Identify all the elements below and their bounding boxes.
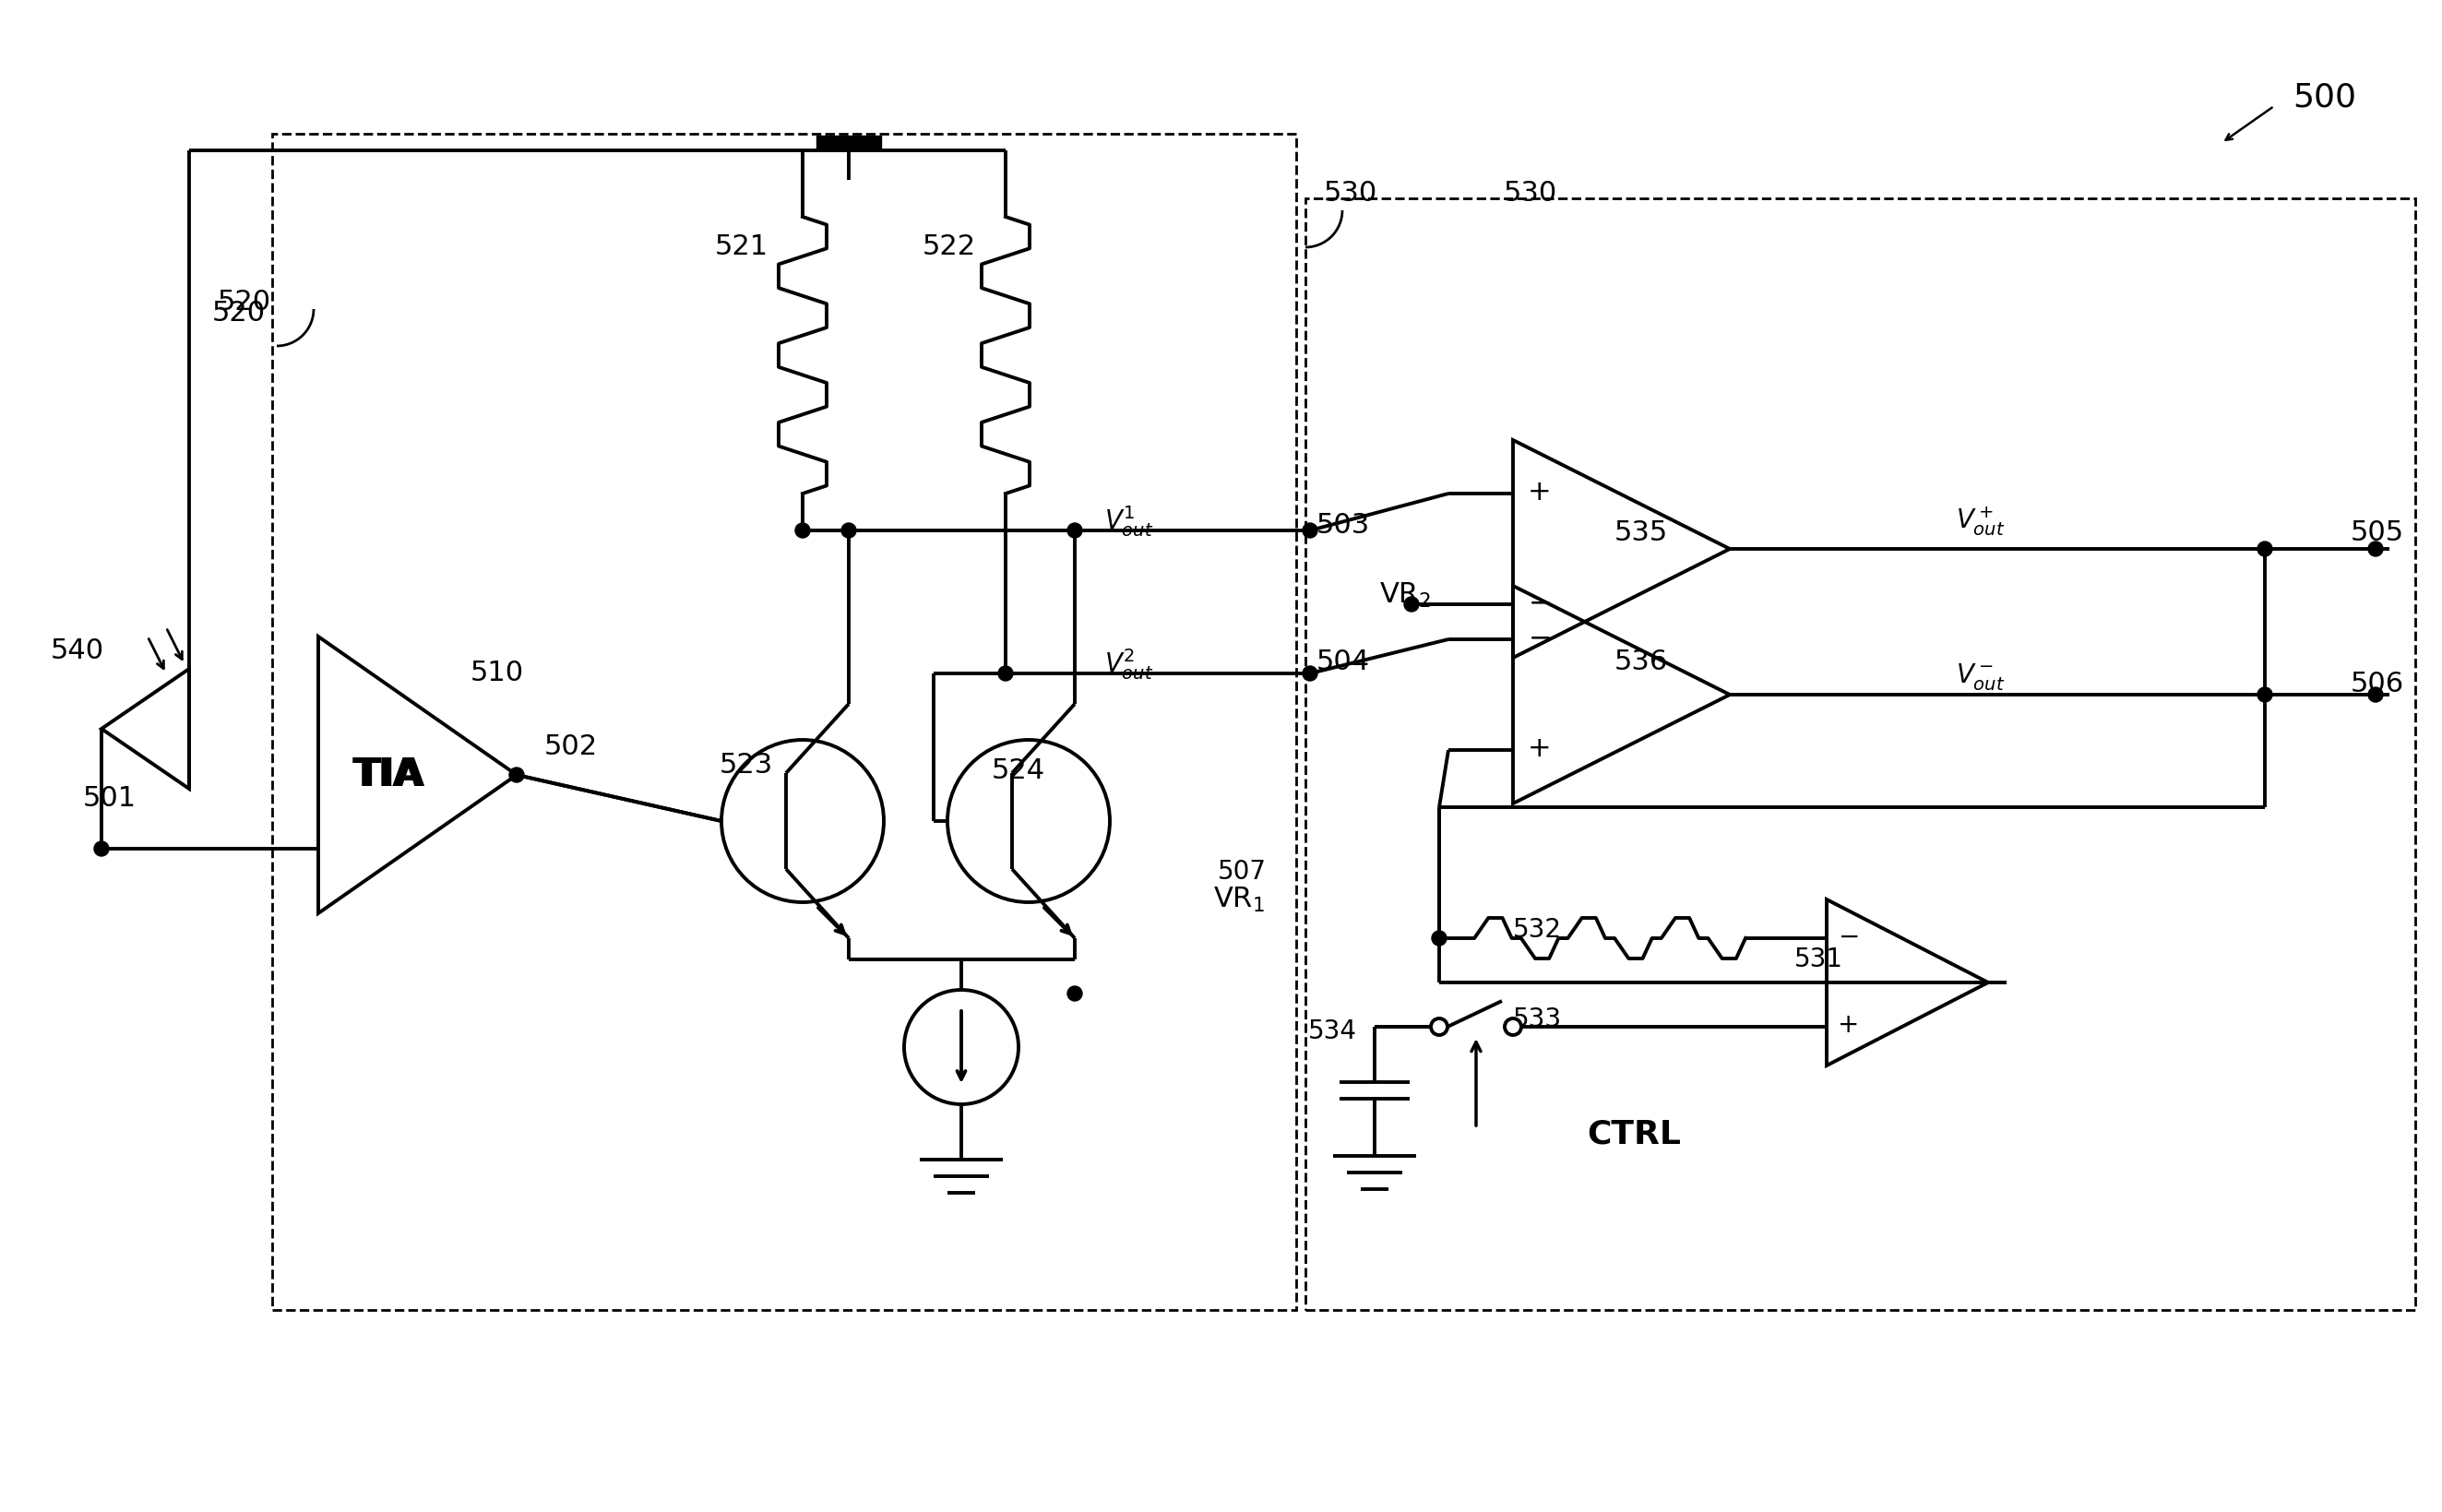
Text: $V^2_{out}$: $V^2_{out}$ bbox=[1104, 647, 1153, 682]
Bar bbox=[271, 133, 1297, 1309]
Text: 506: 506 bbox=[2352, 671, 2405, 699]
Text: VR$_1$: VR$_1$ bbox=[1214, 885, 1265, 913]
Text: $V^+_{out}$: $V^+_{out}$ bbox=[1956, 505, 2005, 538]
Circle shape bbox=[999, 667, 1013, 680]
Text: $-$: $-$ bbox=[1529, 590, 1551, 615]
Circle shape bbox=[842, 523, 857, 538]
Text: 501: 501 bbox=[83, 785, 137, 812]
Circle shape bbox=[1302, 523, 1316, 538]
Circle shape bbox=[95, 841, 110, 856]
Text: +: + bbox=[1529, 735, 1551, 762]
Circle shape bbox=[1067, 523, 1082, 538]
Text: TIA: TIA bbox=[352, 756, 422, 794]
Circle shape bbox=[1067, 986, 1082, 1001]
Circle shape bbox=[510, 768, 525, 782]
Text: 524: 524 bbox=[991, 758, 1045, 783]
Text: +: + bbox=[1529, 478, 1551, 505]
Text: 507: 507 bbox=[1219, 859, 1267, 885]
Text: 520: 520 bbox=[212, 301, 266, 327]
Text: +: + bbox=[1839, 1012, 1858, 1037]
Text: 531: 531 bbox=[1795, 947, 1844, 972]
Text: 540: 540 bbox=[51, 637, 105, 664]
Text: 536: 536 bbox=[1614, 649, 1668, 676]
Circle shape bbox=[2369, 688, 2383, 702]
Text: 532: 532 bbox=[1514, 916, 1563, 943]
Text: 521: 521 bbox=[716, 234, 769, 260]
Text: 535: 535 bbox=[1614, 520, 1668, 547]
Text: 534: 534 bbox=[1309, 1019, 1358, 1045]
Text: 530: 530 bbox=[1504, 180, 1558, 207]
Text: 504: 504 bbox=[1316, 649, 1370, 676]
Text: 523: 523 bbox=[720, 753, 774, 779]
Text: 503: 503 bbox=[1316, 513, 1370, 540]
Text: 522: 522 bbox=[923, 234, 977, 260]
Text: $V^1_{out}$: $V^1_{out}$ bbox=[1104, 503, 1153, 538]
Text: 502: 502 bbox=[545, 733, 598, 761]
Text: TIA: TIA bbox=[354, 756, 425, 794]
Circle shape bbox=[796, 523, 811, 538]
Circle shape bbox=[1504, 1019, 1521, 1036]
Circle shape bbox=[1302, 667, 1316, 680]
Text: $-$: $-$ bbox=[1529, 624, 1551, 650]
Text: 505: 505 bbox=[2352, 520, 2405, 547]
Text: 533: 533 bbox=[1514, 1007, 1563, 1033]
Text: $V^-_{out}$: $V^-_{out}$ bbox=[1956, 661, 2005, 691]
Circle shape bbox=[1431, 931, 1446, 945]
Text: 530: 530 bbox=[1324, 180, 1377, 207]
Text: $-$: $-$ bbox=[1839, 924, 1858, 950]
Circle shape bbox=[2256, 541, 2271, 556]
Bar bbox=[1306, 198, 2415, 1309]
Circle shape bbox=[2369, 541, 2383, 556]
Text: 510: 510 bbox=[471, 661, 525, 686]
Text: 520: 520 bbox=[217, 289, 271, 316]
Circle shape bbox=[1404, 597, 1419, 612]
Text: CTRL: CTRL bbox=[1587, 1119, 1680, 1151]
Circle shape bbox=[1431, 1019, 1448, 1036]
Circle shape bbox=[2256, 688, 2271, 702]
Text: VR$_2$: VR$_2$ bbox=[1380, 581, 1431, 609]
Text: 500: 500 bbox=[2293, 82, 2357, 112]
Bar bbox=[816, 136, 882, 150]
